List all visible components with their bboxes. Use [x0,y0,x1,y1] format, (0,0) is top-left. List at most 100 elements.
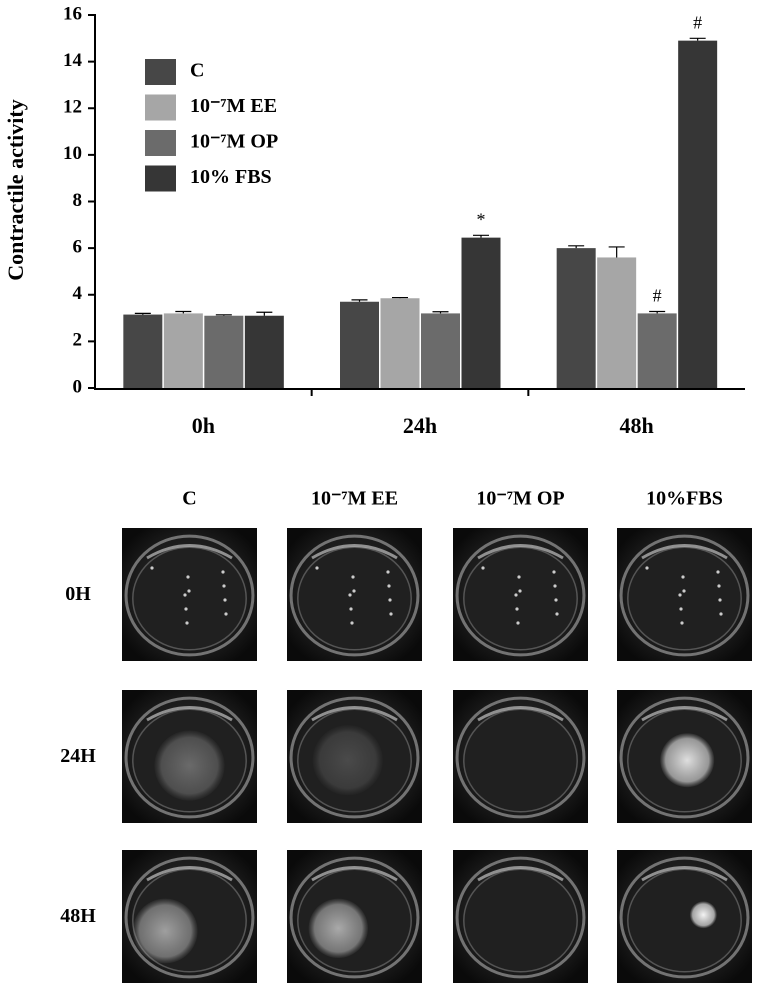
well-rim [455,696,586,819]
well-rim [619,696,750,819]
error-bar [256,311,273,316]
column-header: 10⁻⁷M OP [476,488,564,510]
legend-swatch [145,59,176,85]
well-image [287,690,422,823]
speck [680,621,684,625]
well-rim-inner [463,708,578,813]
well-highlight [146,866,233,882]
speck [678,593,682,597]
well-highlight [477,866,564,882]
cell-gel [312,725,383,796]
well-rim [124,696,255,819]
well-highlight [146,544,233,560]
well-rim-inner [627,868,742,973]
annotation: # [693,12,702,32]
speck [481,566,485,570]
x-tick-label: 48h [620,413,654,438]
error-bar [689,37,706,41]
speck [552,570,556,574]
well-rim [619,534,750,657]
cell-gel [660,733,715,788]
y-tick-label: 16 [63,3,82,24]
x-tick-label: 0h [192,413,215,438]
bar [597,257,637,388]
error-bar [608,246,625,258]
legend-swatch [145,94,176,121]
error-bar [134,312,151,315]
error-bar [568,245,585,249]
cell-gel [132,898,198,964]
annotation: # [653,286,662,306]
cell-gel [689,901,717,929]
well-image [122,690,257,823]
well-image [287,528,422,661]
well-image [453,850,588,983]
well-highlight [641,544,728,560]
speck [222,584,226,588]
well-highlight [311,544,398,560]
speck [515,607,519,611]
error-bar [392,296,408,299]
column-header: 10⁻⁷M EE [311,488,398,510]
speck [679,607,683,611]
speck [351,575,355,579]
speck [517,575,521,579]
well-highlight [641,866,728,882]
y-tick-label: 4 [73,283,83,304]
well-image [617,690,752,823]
legend-swatch [145,130,176,156]
well-image [453,690,588,823]
well-rim [289,534,420,657]
bar [678,40,718,389]
bar [340,301,379,388]
bar [244,315,284,388]
speck [514,593,518,597]
well-image [617,528,752,661]
speck [349,607,353,611]
speck [223,598,227,602]
speck [388,598,392,602]
speck [516,621,520,625]
row-label: 24H [60,745,96,767]
well-image [453,528,588,661]
column-header: C [182,488,196,510]
well-image [122,850,257,983]
speck [186,575,190,579]
speck [224,612,228,616]
speck [553,584,557,588]
bar [421,313,460,388]
well-highlight [641,706,728,722]
error-bar [351,299,368,302]
speck [716,570,720,574]
row-label: 48H [60,905,96,927]
row-label: 0H [65,583,91,605]
speck [150,566,154,570]
well-highlight [146,706,233,722]
speck [681,575,685,579]
well-rim [124,534,255,657]
y-tick-label: 10 [63,143,82,164]
bar [380,298,420,388]
well-rim-inner [463,868,578,973]
bar [204,315,244,388]
speck [350,621,354,625]
speck [183,593,187,597]
speck [555,612,559,616]
well-rim [619,856,750,979]
y-tick-label: 8 [73,190,83,211]
speck [352,589,356,593]
well-rim-inner [297,546,412,651]
speck [315,566,319,570]
error-bar [175,310,192,314]
speck [554,598,558,602]
speck [184,607,188,611]
speck [389,612,393,616]
well-highlight [477,544,564,560]
error-bar [215,314,232,316]
legend-label: 10⁻⁷M OP [190,131,278,153]
bar [461,237,501,388]
bar [163,313,203,388]
well-rim [124,856,255,979]
speck [221,570,225,574]
